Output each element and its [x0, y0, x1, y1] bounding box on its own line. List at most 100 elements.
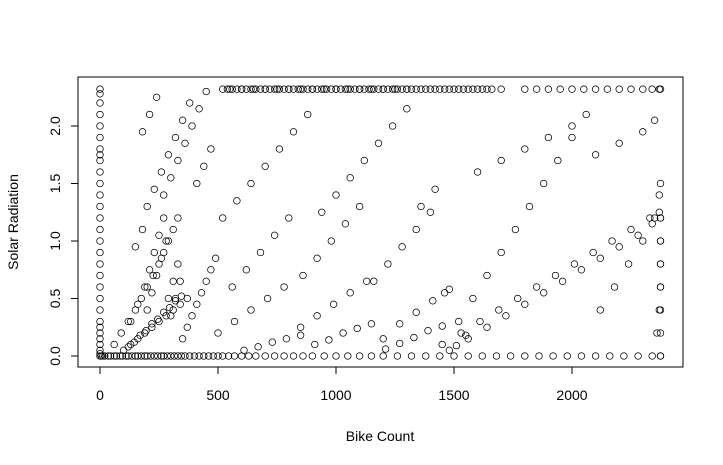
data-point: [329, 300, 338, 308]
data-point: [388, 85, 397, 93]
data-point: [285, 85, 293, 93]
data-point: [119, 346, 128, 354]
data-point: [224, 352, 233, 360]
data-point: [96, 122, 104, 130]
data-point: [186, 99, 194, 107]
data-point: [148, 323, 156, 331]
data-point: [181, 352, 189, 360]
data-point: [99, 352, 107, 360]
data-point: [96, 90, 104, 98]
data-point: [143, 283, 151, 291]
data-point: [634, 231, 642, 239]
data-point: [478, 85, 486, 93]
data-point: [655, 208, 663, 216]
data-point: [511, 225, 520, 234]
data-point: [154, 315, 162, 323]
data-point: [313, 312, 321, 320]
y-tick-label: 0.0: [47, 346, 63, 366]
data-point: [164, 294, 173, 303]
data-point: [655, 306, 663, 314]
data-point: [128, 352, 136, 360]
data-point: [160, 214, 168, 222]
data-point: [488, 85, 496, 93]
y-tick-label: 1.5: [47, 174, 63, 194]
data-point: [327, 85, 335, 93]
data-point: [381, 345, 390, 353]
x-tick-label: 0: [96, 387, 104, 403]
data-point: [337, 85, 345, 93]
data-point: [142, 327, 150, 335]
data-point: [256, 85, 265, 93]
data-point: [355, 85, 364, 93]
data-point: [656, 179, 665, 188]
data-point: [152, 93, 161, 101]
data-point: [160, 191, 168, 199]
data-point: [532, 283, 541, 291]
x-tick-label: 1500: [438, 387, 469, 403]
data-point: [591, 85, 600, 93]
data-point: [367, 85, 376, 93]
data-point: [514, 294, 522, 303]
data-point: [417, 85, 425, 93]
data-point: [188, 312, 196, 320]
data-point: [254, 343, 262, 351]
data-point: [346, 85, 354, 93]
data-point: [167, 352, 175, 360]
data-point: [176, 300, 184, 308]
data-point: [163, 352, 171, 360]
data-point: [568, 122, 576, 130]
data-point: [412, 225, 420, 234]
data-point: [440, 289, 449, 297]
data-point: [178, 335, 187, 343]
data-point: [422, 85, 430, 93]
data-point: [124, 317, 132, 326]
data-point: [403, 105, 411, 113]
data-point: [96, 346, 104, 354]
data-point: [648, 85, 656, 93]
data-point: [162, 237, 170, 245]
plot-box: [77, 76, 684, 368]
data-point: [351, 85, 359, 93]
data-point: [188, 122, 196, 130]
data-point: [653, 329, 661, 337]
data-point: [157, 168, 166, 176]
data-point: [492, 352, 501, 360]
data-point: [391, 85, 399, 93]
data-point: [313, 85, 321, 93]
x-axis: 0 500 1000 1500 2000: [96, 366, 588, 403]
data-point: [207, 266, 215, 274]
data-point: [174, 260, 182, 268]
data-point: [181, 139, 189, 147]
data-point: [363, 277, 371, 285]
data-point: [96, 168, 104, 176]
data-point: [134, 300, 142, 308]
data-point: [339, 329, 347, 337]
x-tick-label: 500: [206, 387, 230, 403]
data-point: [591, 151, 600, 159]
data-point: [464, 335, 472, 343]
data-point: [211, 254, 220, 262]
data-point: [219, 214, 227, 222]
data-point: [150, 248, 158, 257]
data-point: [483, 85, 491, 93]
data-point: [296, 85, 305, 93]
data-point: [393, 352, 402, 360]
data-point: [96, 225, 104, 234]
data-point: [455, 85, 463, 93]
data-point: [233, 85, 241, 93]
data-point: [346, 174, 354, 182]
data-point: [280, 283, 288, 291]
data-point: [620, 352, 628, 360]
data-point: [469, 294, 477, 303]
data-point: [177, 352, 186, 360]
data-point: [582, 110, 590, 119]
x-axis-title: Bike Count: [346, 428, 415, 444]
data-point: [200, 162, 208, 170]
data-point: [396, 339, 404, 348]
data-point: [313, 254, 321, 262]
data-point: [596, 306, 604, 314]
data-point: [424, 327, 432, 335]
data-point: [296, 323, 305, 331]
data-point: [202, 277, 210, 285]
data-point: [374, 139, 383, 147]
